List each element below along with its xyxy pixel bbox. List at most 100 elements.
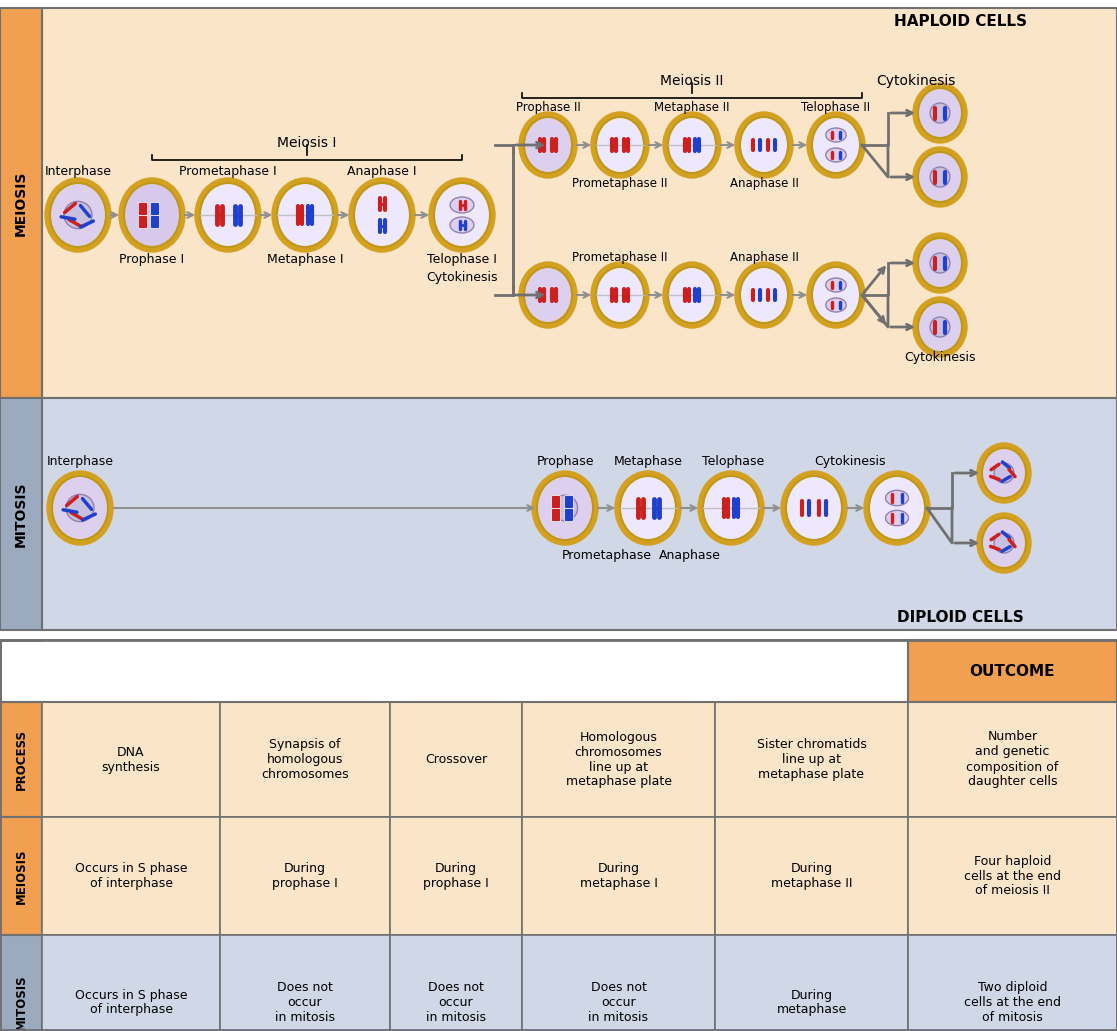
Text: Prometaphase: Prometaphase	[562, 550, 652, 563]
Ellipse shape	[739, 267, 787, 323]
Ellipse shape	[524, 117, 572, 173]
Ellipse shape	[596, 267, 645, 323]
Text: During
metaphase II: During metaphase II	[771, 862, 852, 890]
Ellipse shape	[865, 471, 930, 545]
FancyBboxPatch shape	[552, 508, 561, 522]
Ellipse shape	[806, 112, 865, 178]
Ellipse shape	[663, 112, 720, 178]
Bar	[220, 702, 390, 817]
Text: Cytokinesis: Cytokinesis	[814, 456, 886, 468]
Ellipse shape	[812, 117, 860, 173]
Bar	[715, 817, 908, 935]
Ellipse shape	[537, 476, 593, 540]
Bar	[522, 702, 715, 817]
Ellipse shape	[663, 262, 720, 328]
Ellipse shape	[913, 233, 967, 293]
Ellipse shape	[64, 201, 92, 229]
Ellipse shape	[930, 103, 949, 123]
Bar	[390, 817, 522, 935]
Text: Sister chromatids
line up at
metaphase plate: Sister chromatids line up at metaphase p…	[756, 738, 867, 781]
Bar	[522, 640, 715, 702]
FancyBboxPatch shape	[139, 202, 147, 215]
Ellipse shape	[994, 463, 1014, 483]
Text: MEIOSIS: MEIOSIS	[15, 849, 28, 904]
Ellipse shape	[869, 476, 925, 540]
Text: Interphase: Interphase	[45, 165, 112, 177]
Ellipse shape	[450, 197, 474, 213]
Ellipse shape	[825, 278, 847, 292]
FancyBboxPatch shape	[552, 496, 561, 508]
Text: During
metaphase: During metaphase	[776, 989, 847, 1017]
Ellipse shape	[349, 178, 416, 252]
Ellipse shape	[930, 253, 949, 273]
Text: During
prophase I: During prophase I	[423, 862, 489, 890]
Ellipse shape	[786, 476, 842, 540]
Bar	[715, 702, 908, 817]
Ellipse shape	[781, 471, 847, 545]
Text: Anaphase II: Anaphase II	[729, 176, 799, 190]
Ellipse shape	[913, 147, 967, 207]
Ellipse shape	[994, 533, 1014, 553]
Text: During
metaphase I: During metaphase I	[580, 862, 658, 890]
Ellipse shape	[918, 152, 962, 202]
Bar	[715, 640, 908, 702]
Bar	[0, 702, 42, 817]
Ellipse shape	[354, 182, 410, 247]
Ellipse shape	[524, 267, 572, 323]
Text: Interphase: Interphase	[47, 456, 114, 468]
Bar	[908, 935, 1117, 1031]
Ellipse shape	[450, 217, 474, 233]
Ellipse shape	[739, 117, 787, 173]
Ellipse shape	[825, 128, 847, 142]
Ellipse shape	[47, 471, 113, 545]
Ellipse shape	[913, 84, 967, 143]
Ellipse shape	[277, 182, 333, 247]
Ellipse shape	[195, 178, 261, 252]
Text: Prometaphase I: Prometaphase I	[179, 165, 277, 177]
Ellipse shape	[918, 88, 962, 138]
Text: Four haploid
cells at the end
of meiosis II: Four haploid cells at the end of meiosis…	[964, 855, 1061, 898]
Bar	[390, 640, 522, 702]
Bar	[42, 398, 1117, 630]
Text: Prophase I: Prophase I	[120, 253, 184, 266]
Text: MITOSIS: MITOSIS	[15, 974, 28, 1030]
Ellipse shape	[930, 317, 949, 337]
Ellipse shape	[977, 513, 1031, 573]
Ellipse shape	[982, 448, 1027, 498]
Bar	[42, 702, 220, 817]
Text: Metaphase II: Metaphase II	[655, 100, 729, 113]
Text: Number
and genetic
composition of
daughter cells: Number and genetic composition of daught…	[966, 731, 1059, 789]
Ellipse shape	[825, 298, 847, 312]
Ellipse shape	[52, 476, 108, 540]
Ellipse shape	[918, 238, 962, 288]
Ellipse shape	[735, 262, 793, 328]
Text: Anaphase I: Anaphase I	[347, 165, 417, 177]
Bar	[42, 640, 220, 702]
Text: Telophase: Telophase	[701, 456, 764, 468]
Bar	[220, 640, 390, 702]
Bar	[42, 817, 220, 935]
Ellipse shape	[812, 267, 860, 323]
Ellipse shape	[977, 443, 1031, 503]
Text: Telophase I: Telophase I	[427, 253, 497, 266]
Ellipse shape	[591, 112, 649, 178]
Text: Homologous
chromosomes
line up at
metaphase plate: Homologous chromosomes line up at metaph…	[565, 731, 671, 789]
Text: Cytokinesis: Cytokinesis	[427, 270, 498, 284]
Bar	[908, 702, 1117, 817]
Ellipse shape	[591, 262, 649, 328]
Bar	[908, 640, 1117, 702]
Ellipse shape	[553, 495, 577, 521]
Text: Does not
occur
in mitosis: Does not occur in mitosis	[275, 982, 335, 1024]
Ellipse shape	[703, 476, 758, 540]
Text: Occurs in S phase
of interphase: Occurs in S phase of interphase	[75, 989, 188, 1017]
Ellipse shape	[273, 178, 338, 252]
Text: Prophase: Prophase	[536, 456, 594, 468]
Ellipse shape	[66, 495, 94, 522]
Ellipse shape	[45, 178, 111, 252]
Bar	[0, 935, 42, 1031]
Bar	[0, 640, 1117, 1030]
Ellipse shape	[620, 476, 676, 540]
Text: Crossover: Crossover	[424, 753, 487, 766]
FancyBboxPatch shape	[564, 496, 573, 508]
Ellipse shape	[435, 182, 490, 247]
